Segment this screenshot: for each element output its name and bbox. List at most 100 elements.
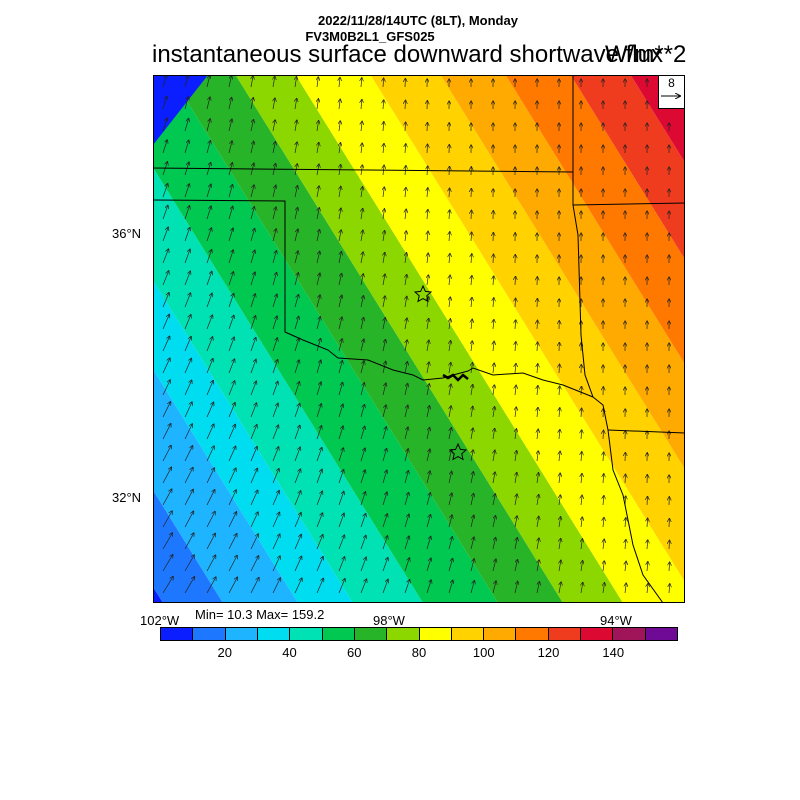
wind-arrow xyxy=(250,447,257,462)
wind-arrow xyxy=(295,77,297,88)
wind-arrow xyxy=(338,513,344,528)
wind-arrow xyxy=(426,536,431,550)
wind-arrow xyxy=(206,468,214,484)
wind-arrow xyxy=(316,317,320,330)
wind-arrow xyxy=(449,188,450,198)
wind-arrow xyxy=(228,76,232,88)
wind-arrow xyxy=(493,276,494,286)
wind-arrow xyxy=(426,580,431,594)
wind-arrow xyxy=(162,184,168,198)
wind-arrow xyxy=(294,316,299,330)
wind-arrow xyxy=(162,315,169,330)
wind-arrow xyxy=(206,490,215,506)
wind-arrow xyxy=(294,556,302,572)
wind-arrow xyxy=(493,254,494,264)
wind-arrow xyxy=(426,515,431,528)
wind-arrow xyxy=(294,208,298,220)
wind-arrow xyxy=(272,403,278,418)
wind-arrow xyxy=(162,205,168,220)
wind-arrow xyxy=(515,320,516,330)
wind-arrow xyxy=(382,536,388,550)
wind-arrow xyxy=(537,495,539,506)
wind-arrow xyxy=(184,140,189,154)
colorbar-swatch xyxy=(225,628,258,640)
wind-arrow xyxy=(206,381,213,396)
wind-arrow xyxy=(295,120,297,132)
wind-arrow xyxy=(470,559,474,572)
star-marker-2 xyxy=(448,442,468,461)
plot-units: W/m**2 xyxy=(605,41,687,68)
wind-arrow xyxy=(228,315,234,330)
wind-arrow xyxy=(294,382,299,396)
wind-arrow xyxy=(250,207,254,220)
wind-arrow xyxy=(492,538,496,550)
wind-arrow xyxy=(294,425,300,440)
wind-arrow xyxy=(515,364,516,374)
wind-arrow xyxy=(273,142,275,154)
lat-label-36n: 36°N xyxy=(112,226,142,241)
wind-arrow xyxy=(427,297,429,308)
wind-arrow xyxy=(426,471,430,484)
wind-arrow xyxy=(250,229,255,242)
wind-arrow xyxy=(316,448,322,462)
wind-arrow xyxy=(338,448,343,462)
wind-arrow xyxy=(250,578,259,594)
map-panel xyxy=(153,75,685,603)
wind-arrow xyxy=(206,337,213,352)
colorbar-swatch xyxy=(257,628,291,640)
wind-arrow xyxy=(537,582,539,594)
wind-arrow xyxy=(338,295,342,308)
red-river xyxy=(442,373,469,382)
wind-arrow xyxy=(184,119,189,132)
wind-arrow xyxy=(361,121,362,132)
wind-arrow xyxy=(492,581,496,594)
wind-arrow xyxy=(471,406,473,418)
wind-arrow xyxy=(250,534,258,550)
colorbar-swatch xyxy=(193,628,226,640)
wind-arrow xyxy=(206,359,213,374)
wind-arrow xyxy=(449,363,451,374)
wind-arrow xyxy=(162,249,169,264)
wind-arrow xyxy=(603,452,604,462)
wind-arrow xyxy=(272,273,277,286)
wind-arrow xyxy=(448,471,452,484)
wind-arrow xyxy=(383,78,384,88)
wind-arrow xyxy=(537,342,538,352)
wind-arrow xyxy=(382,361,386,374)
wind-arrow xyxy=(448,515,452,528)
wind-arrow xyxy=(471,363,473,374)
wind-arrow xyxy=(338,383,343,396)
wind-arrow xyxy=(470,537,474,550)
wind-arrow xyxy=(228,119,232,132)
wind-arrow xyxy=(427,188,428,198)
wind-arrow xyxy=(647,584,648,594)
wind-arrow xyxy=(427,210,428,220)
wind-arrow xyxy=(383,100,384,110)
wind-arrow xyxy=(360,318,364,330)
wind-arrow xyxy=(294,404,300,418)
colorbar-swatch xyxy=(581,628,614,640)
wind-arrow xyxy=(294,295,299,308)
wind-arrow xyxy=(382,449,387,462)
wind-arrow xyxy=(184,533,194,550)
wind-arrow xyxy=(338,426,343,440)
wind-arrow xyxy=(625,561,626,572)
wind-arrow xyxy=(603,496,604,506)
wind-arrow xyxy=(162,489,172,506)
wind-arrow xyxy=(338,579,345,594)
wind-arrow xyxy=(184,577,195,594)
wind-arrow xyxy=(317,99,318,110)
wind-arrow xyxy=(471,450,473,462)
wind-arrow xyxy=(316,339,321,352)
wind-arrow xyxy=(250,425,257,440)
wind-arrow xyxy=(294,578,302,594)
wind-arrow xyxy=(383,296,385,308)
min-max-text: Min= 10.3 Max= 159.2 xyxy=(195,607,325,622)
louisiana-north xyxy=(607,429,685,434)
wind-arrow xyxy=(669,562,670,572)
wind-arrow xyxy=(206,402,214,418)
wind-arrow xyxy=(338,361,342,374)
wind-arrow xyxy=(316,382,321,396)
wind-arrow xyxy=(404,449,408,462)
colorbar-swatch xyxy=(290,628,323,640)
